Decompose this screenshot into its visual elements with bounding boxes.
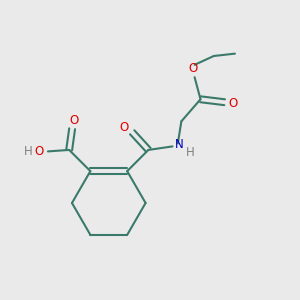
- Text: O: O: [34, 145, 44, 158]
- Text: N: N: [175, 138, 183, 152]
- Text: O: O: [188, 62, 198, 76]
- Text: O: O: [69, 114, 78, 127]
- Text: O: O: [119, 121, 129, 134]
- Text: H: H: [186, 146, 195, 159]
- Text: H: H: [24, 145, 32, 158]
- Text: O: O: [228, 97, 238, 110]
